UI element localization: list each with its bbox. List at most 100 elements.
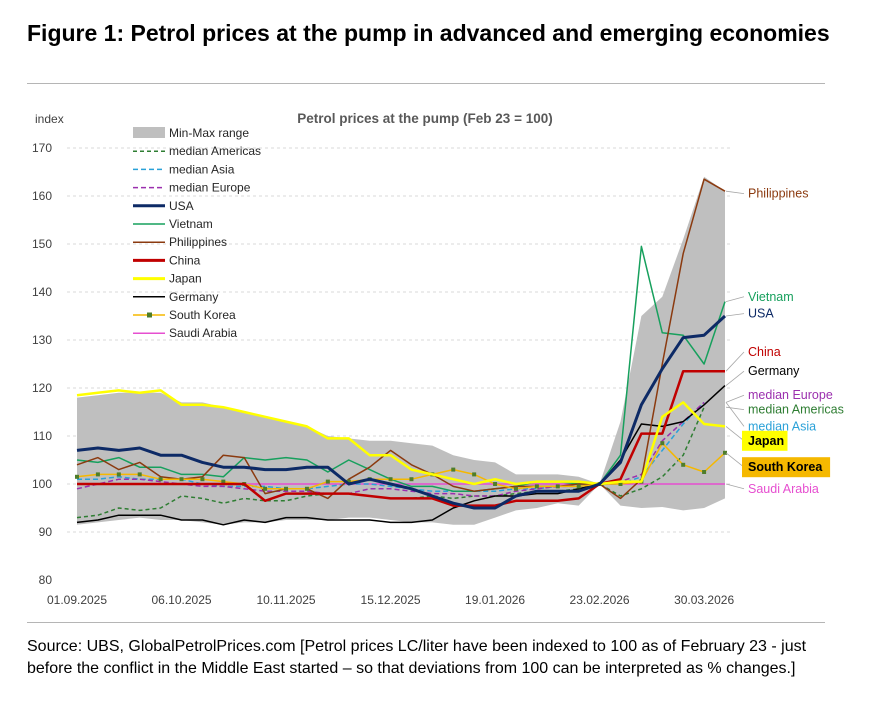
end-label-leader [725,426,745,442]
end-label-leader [725,351,745,372]
series-marker-south-korea [137,472,142,477]
end-label-leader [725,370,745,386]
legend-label: Germany [169,290,218,304]
end-label-leader [725,296,745,302]
series-marker-south-korea [179,477,184,482]
end-label: median Europe [748,388,833,402]
legend-label: median Asia [169,162,235,176]
series-marker-south-korea [618,482,623,486]
x-tick-label: 23.02.2026 [570,593,630,607]
source-rule [27,622,825,623]
legend-label: USA [169,199,194,213]
legend-label: median Europe [169,181,251,195]
end-label-box [742,457,831,478]
series-marker-south-korea [451,467,456,472]
x-tick-label: 06.10.2025 [151,593,211,607]
title-rule [27,83,825,84]
y-tick-label: 80 [39,573,53,587]
end-label: South Korea [748,460,823,474]
legend-swatch-range [133,127,165,138]
series-marker-south-korea [493,482,498,486]
end-label-leader [725,452,745,468]
end-label: Germany [748,364,800,378]
figure-title: Figure 1: Petrol prices at the pump in a… [27,20,830,46]
min-max-range-area [77,176,725,525]
series-marker-south-korea [513,486,518,491]
end-label: Japan [748,434,784,448]
end-label-leader [725,406,745,410]
series-marker-south-korea [263,486,268,491]
y-tick-label: 170 [32,141,52,155]
series-marker-south-korea [116,472,121,477]
series-marker-south-korea [200,477,205,482]
series-line-south-korea [76,442,726,490]
series-marker-south-korea [95,472,100,477]
legend-label: China [169,253,201,267]
end-label: median Americas [748,403,844,417]
series-marker-south-korea [681,462,686,467]
end-label-leader [725,394,745,403]
end-label-leader [725,483,745,490]
end-label-leader [725,402,745,427]
y-tick-label: 140 [32,285,52,299]
series-line-usa [76,314,727,510]
x-tick-label: 01.09.2025 [47,593,107,607]
y-tick-label: 100 [32,477,52,491]
legend-label: median Americas [169,144,261,158]
x-tick-label: 10.11.2025 [256,593,315,607]
end-label-leader [725,313,745,317]
y-axis-label: index [35,112,64,126]
legend-label: Min-Max range [169,126,249,140]
legend: Min-Max range median Americas median Asia m… [133,126,261,340]
end-label: Saudi Arabia [748,482,819,496]
x-axis: 01.09.2025 06.10.2025 10.11.2025 15.12.2025… [47,593,734,607]
x-tick-label: 19.01.2026 [465,593,525,607]
x-tick-label: 30.03.2026 [674,593,734,607]
legend-label: Philippines [169,235,227,249]
series-marker-south-korea [534,484,539,489]
y-axis: 80 90 100 110 120 130 140 150 160 170 [32,141,52,587]
series-marker-south-korea [346,479,351,484]
series-line-china [77,369,725,507]
end-label: median Asia [748,419,816,433]
series-marker-south-korea [284,486,289,491]
chart-title: Petrol prices at the pump (Feb 23 = 100) [297,111,552,126]
series-marker-south-korea [576,484,581,489]
series-marker-south-korea [660,441,665,446]
end-label: Vietnam [748,290,794,304]
end-label-leader [725,190,745,194]
series-marker-south-korea [325,479,330,484]
source-note: Source: UBS, GlobalPetrolPrices.com [Pet… [27,638,807,677]
y-tick-label: 130 [32,333,52,347]
y-tick-label: 90 [39,525,53,539]
y-tick-label: 120 [32,381,52,395]
end-label: China [748,345,781,359]
legend-label: Vietnam [169,217,213,231]
legend-label: Japan [169,272,202,286]
end-labels: Philippines Vietnam USA China Germany median … [725,187,844,496]
y-tick-label: 160 [32,189,52,203]
series-marker-south-korea [388,477,393,482]
series-line-japan [76,389,726,486]
series-marker-south-korea [723,450,727,455]
series-marker-south-korea [75,474,79,479]
end-label-box [742,430,788,451]
end-label: Philippines [748,187,808,201]
series-marker-south-korea [555,484,560,489]
min-max-band [77,176,725,525]
series-marker-south-korea [158,477,163,482]
x-tick-label: 15.12.2025 [361,593,421,607]
series-marker-south-korea [702,470,707,474]
series-marker-south-korea [409,477,414,482]
legend-label: South Korea [169,308,236,322]
y-tick-label: 110 [33,429,52,443]
series-marker-south-korea [472,472,477,477]
y-tick-label: 150 [32,237,52,251]
series-marker-south-korea [304,486,309,491]
legend-label: Saudi Arabia [169,326,237,340]
series-marker-south-korea [221,479,226,484]
end-label: USA [748,307,774,321]
legend-marker [147,312,152,318]
series-line-vietnam [76,245,726,492]
